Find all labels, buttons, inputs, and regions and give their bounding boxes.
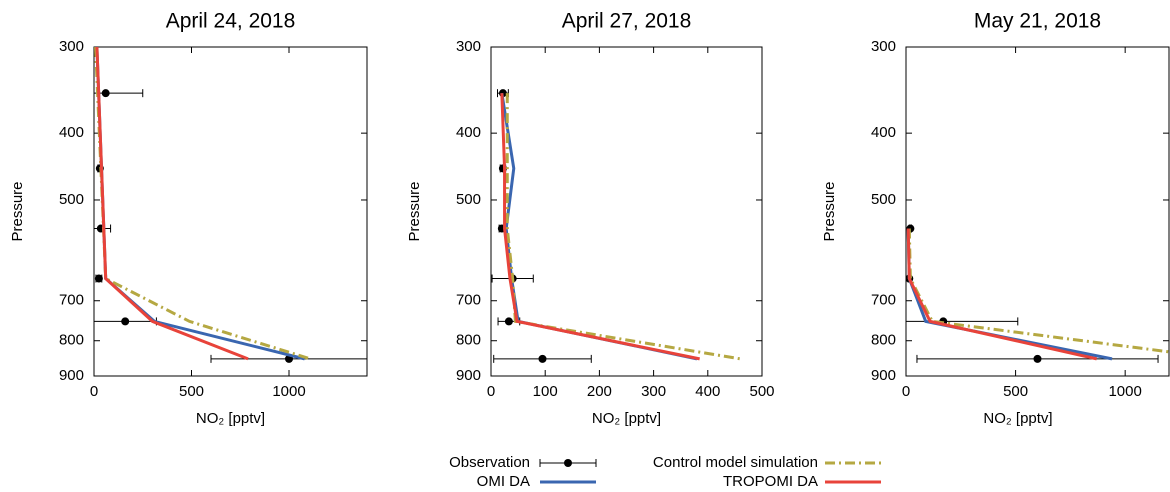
y-tick-label: 800	[871, 332, 896, 349]
y-tick-label: 900	[871, 367, 896, 384]
x-tick-label: 1000	[1108, 383, 1141, 400]
x-axis-label: NO₂ [pptv]	[983, 410, 1052, 427]
profile-line	[94, 47, 311, 361]
x-tick-label: 1000	[272, 383, 305, 400]
profile-line	[906, 228, 1098, 361]
x-tick-label: 500	[179, 383, 204, 400]
y-tick-label: 400	[59, 124, 84, 141]
x-tick-label: 100	[533, 383, 558, 400]
profile-line	[95, 47, 305, 361]
x-tick-label: 500	[749, 383, 774, 400]
x-axis-label: NO₂ [pptv]	[196, 410, 265, 427]
y-tick-label: 800	[456, 332, 481, 349]
profile-line	[505, 93, 741, 361]
observation-point	[121, 317, 130, 326]
observation-point	[538, 354, 547, 363]
chart-title: April 24, 2018	[166, 10, 296, 33]
observation-point	[101, 89, 110, 98]
y-tick-label: 300	[59, 38, 84, 55]
legend-label: Observation	[449, 454, 530, 471]
x-axis-label: NO₂ [pptv]	[592, 410, 661, 427]
x-tick-label: 400	[695, 383, 720, 400]
profile-line	[95, 47, 249, 361]
x-tick-label: 0	[902, 383, 910, 400]
y-axis-label: Pressure	[821, 181, 838, 241]
plot-area	[491, 89, 741, 363]
profile-line	[907, 228, 1169, 354]
y-tick-label: 400	[456, 124, 481, 141]
profile-line	[500, 92, 698, 361]
y-tick-label: 700	[871, 292, 896, 309]
y-tick-label: 700	[59, 292, 84, 309]
y-tick-label: 300	[871, 38, 896, 55]
y-axis-label: Pressure	[9, 181, 26, 241]
plot-frame	[490, 46, 763, 377]
profile-line	[500, 93, 700, 361]
observation-point	[1033, 354, 1042, 363]
legend-swatch	[564, 459, 572, 467]
legend-label: TROPOMI DA	[723, 473, 818, 490]
plot-area	[906, 224, 1169, 363]
y-tick-label: 500	[456, 191, 481, 208]
y-tick-label: 900	[456, 367, 481, 384]
chart-title: April 27, 2018	[562, 10, 692, 33]
chart-title: May 21, 2018	[974, 10, 1101, 33]
y-tick-label: 500	[871, 191, 896, 208]
y-tick-label: 700	[456, 292, 481, 309]
y-tick-label: 400	[871, 124, 896, 141]
y-tick-label: 300	[456, 38, 481, 55]
plot-frame	[93, 46, 368, 377]
y-tick-label: 500	[59, 191, 84, 208]
x-tick-label: 300	[641, 383, 666, 400]
y-tick-label: 900	[59, 367, 84, 384]
x-tick-label: 0	[487, 383, 495, 400]
observation-point	[504, 317, 513, 326]
x-tick-label: 500	[1003, 383, 1028, 400]
y-axis-label: Pressure	[406, 181, 423, 241]
observation-point	[94, 274, 103, 283]
plot-frame	[905, 46, 1170, 377]
legend-label: Control model simulation	[653, 454, 818, 471]
y-tick-label: 800	[59, 332, 84, 349]
x-tick-label: 0	[90, 383, 98, 400]
plot-area	[94, 47, 367, 363]
x-tick-label: 200	[587, 383, 612, 400]
legend-label: OMI DA	[477, 473, 530, 490]
